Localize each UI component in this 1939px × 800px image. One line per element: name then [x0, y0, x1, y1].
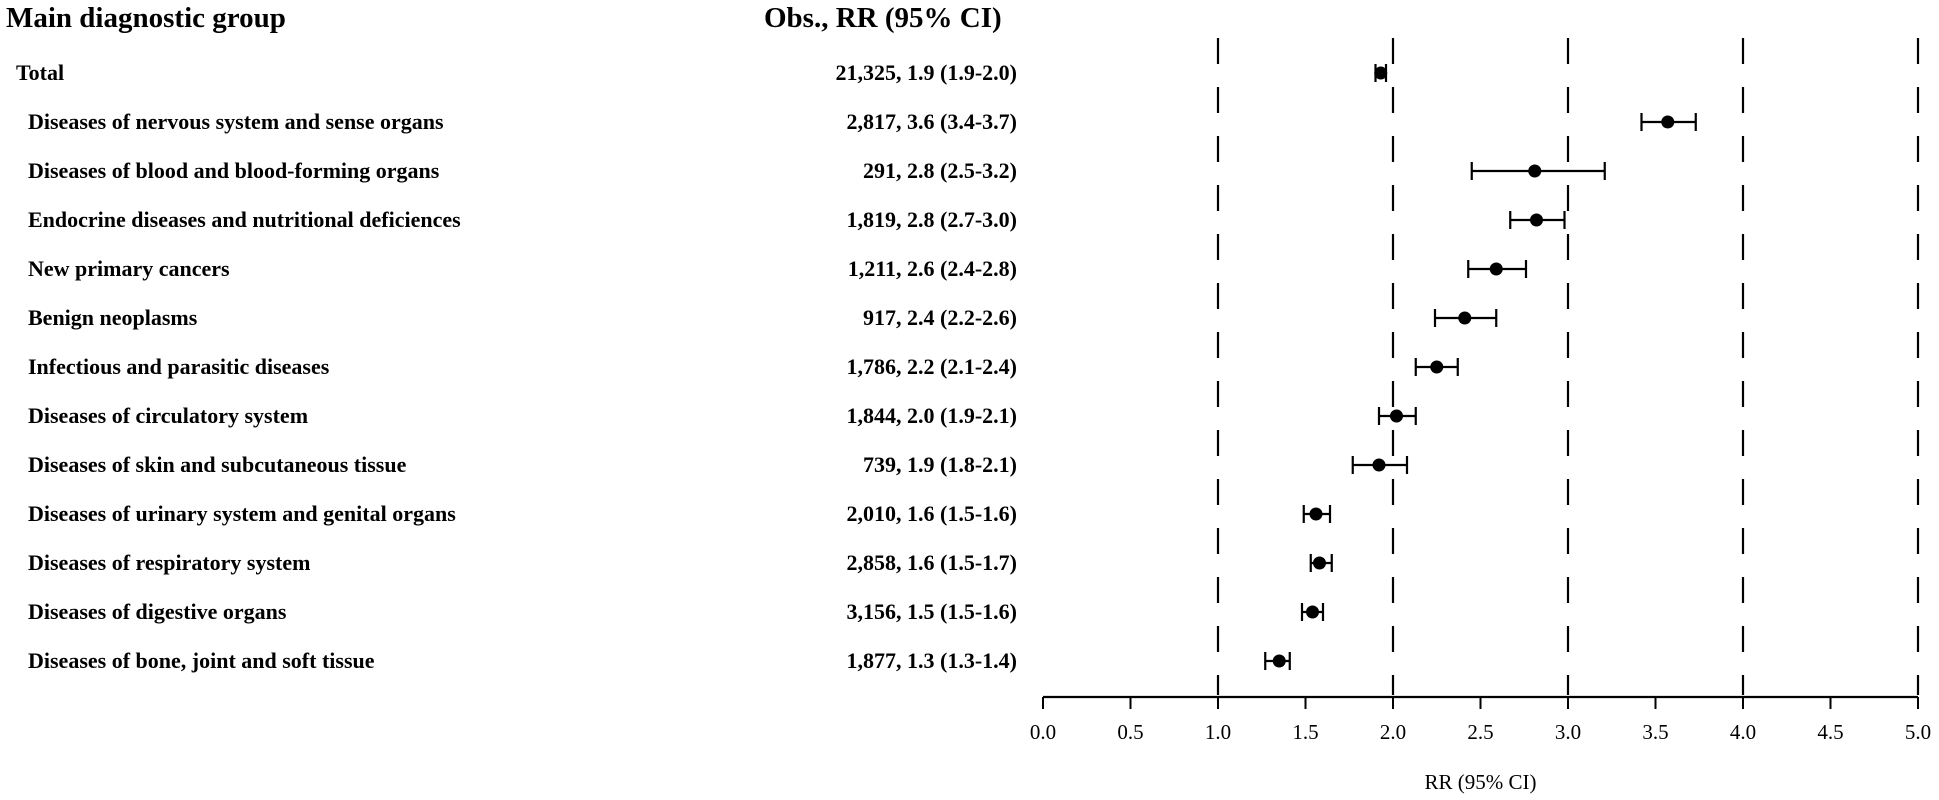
x-tick-label-8: 4.0 [1730, 720, 1756, 744]
row-label: Total [16, 60, 65, 85]
rr-point-10 [1313, 556, 1326, 570]
row-value: 291, 2.8 (2.5-3.2) [863, 158, 1017, 183]
rr-point-8 [1372, 458, 1386, 472]
rr-point-4 [1489, 262, 1503, 276]
x-tick-label-6: 3.0 [1555, 720, 1581, 744]
rr-point-1 [1661, 115, 1675, 129]
x-tick-label-9: 4.5 [1817, 720, 1843, 744]
row-label: Infectious and parasitic diseases [28, 354, 330, 379]
x-tick-label-7: 3.5 [1642, 720, 1668, 744]
rr-point-0 [1374, 66, 1388, 80]
rr-point-9 [1309, 507, 1323, 521]
x-tick-label-3: 1.5 [1292, 720, 1318, 744]
row-value: 2,010, 1.6 (1.5-1.6) [846, 501, 1017, 526]
x-tick-label-2: 1.0 [1205, 720, 1231, 744]
rr-point-5 [1458, 311, 1472, 325]
header-obs-rr: Obs., RR (95% CI) [764, 2, 1002, 34]
x-axis-label: RR (95% CI) [1425, 770, 1537, 794]
row-value: 1,786, 2.2 (2.1-2.4) [846, 354, 1017, 379]
row-label: Diseases of urinary system and genital o… [28, 501, 456, 526]
row-label: New primary cancers [28, 256, 230, 281]
row-value: 1,877, 1.3 (1.3-1.4) [846, 648, 1017, 673]
row-value: 2,858, 1.6 (1.5-1.7) [846, 550, 1017, 575]
row-label: Diseases of respiratory system [28, 550, 311, 575]
x-tick-label-1: 0.5 [1117, 720, 1143, 744]
row-label: Benign neoplasms [28, 305, 198, 330]
x-tick-label-5: 2.5 [1467, 720, 1493, 744]
row-label: Endocrine diseases and nutritional defic… [28, 207, 461, 232]
rr-point-2 [1528, 164, 1542, 178]
header-main-diagnostic-group: Main diagnostic group [6, 2, 286, 34]
row-label: Diseases of blood and blood-forming orga… [28, 158, 440, 183]
x-tick-label-4: 2.0 [1380, 720, 1406, 744]
row-label: Diseases of bone, joint and soft tissue [28, 648, 375, 673]
row-value: 1,844, 2.0 (1.9-2.1) [846, 403, 1017, 428]
row-value: 1,819, 2.8 (2.7-3.0) [846, 207, 1017, 232]
x-tick-label-0: 0.0 [1030, 720, 1056, 744]
x-tick-label-10: 5.0 [1905, 720, 1931, 744]
row-label: Diseases of nervous system and sense org… [28, 109, 444, 134]
rr-point-3 [1530, 213, 1543, 227]
row-value: 739, 1.9 (1.8-2.1) [863, 452, 1017, 477]
row-label: Diseases of skin and subcutaneous tissue [28, 452, 407, 477]
row-value: 21,325, 1.9 (1.9-2.0) [835, 60, 1017, 85]
row-value: 2,817, 3.6 (3.4-3.7) [846, 109, 1017, 134]
rr-point-6 [1430, 360, 1444, 374]
row-value: 917, 2.4 (2.2-2.6) [863, 305, 1017, 330]
row-label: Diseases of circulatory system [28, 403, 309, 428]
rr-point-7 [1390, 409, 1403, 423]
row-value: 3,156, 1.5 (1.5-1.6) [846, 599, 1017, 624]
row-value: 1,211, 2.6 (2.4-2.8) [847, 256, 1017, 281]
rr-point-12 [1272, 654, 1286, 668]
row-label: Diseases of digestive organs [28, 599, 287, 624]
rr-point-11 [1306, 605, 1319, 619]
